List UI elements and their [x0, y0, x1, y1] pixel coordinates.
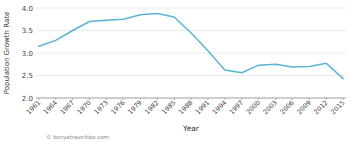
- x-tick-label: 1985: [160, 99, 177, 116]
- x-axis-label: Year: [182, 124, 200, 133]
- x-tick: [72, 98, 73, 100]
- x-tick: [224, 98, 225, 100]
- x-tick: [207, 98, 208, 100]
- y-tick-label: 4.0: [22, 5, 33, 13]
- x-tick-label: 1991: [194, 99, 211, 116]
- x-tick-label: 1964: [42, 99, 59, 116]
- x-tick-label: 2012: [312, 99, 329, 116]
- x-tick: [123, 98, 124, 100]
- data-line: [39, 13, 343, 78]
- grid-line: [36, 53, 346, 54]
- x-tick-label: 1976: [109, 99, 126, 116]
- x-tick-label: 2003: [262, 99, 279, 116]
- x-tick-label: 1970: [76, 99, 93, 116]
- x-tick-label: 1973: [93, 99, 110, 116]
- y-tick-label: 3.0: [22, 50, 33, 58]
- x-tick-label: 1967: [59, 99, 76, 116]
- x-tick: [258, 98, 259, 100]
- chart: 2.02.53.03.54.01961196419671970197319761…: [0, 0, 354, 142]
- x-tick-label: 1961: [25, 99, 42, 116]
- x-tick: [106, 98, 107, 100]
- grid-line: [36, 30, 346, 31]
- x-tick: [140, 98, 141, 100]
- y-tick-label: 2.5: [22, 72, 33, 80]
- x-tick-label: 1982: [143, 99, 160, 116]
- x-tick-label: 1979: [126, 99, 143, 116]
- x-tick-label: 1994: [211, 99, 228, 116]
- watermark: © kenyatraveltips.com: [46, 134, 109, 141]
- x-tick: [292, 98, 293, 100]
- x-tick-label: 2009: [295, 99, 312, 116]
- y-tick-label: 3.5: [22, 27, 33, 35]
- x-tick-label: 2000: [245, 99, 262, 116]
- x-tick: [191, 98, 192, 100]
- x-tick: [89, 98, 90, 100]
- x-tick: [157, 98, 158, 100]
- x-tick-label: 1997: [228, 99, 245, 116]
- grid-line: [36, 75, 346, 76]
- x-tick: [326, 98, 327, 100]
- x-tick: [38, 98, 39, 100]
- x-tick-label: 2006: [279, 99, 296, 116]
- x-tick: [174, 98, 175, 100]
- y-axis-label: Population Growth Rate: [3, 12, 11, 95]
- x-tick: [55, 98, 56, 100]
- x-tick: [343, 98, 344, 100]
- grid-line: [36, 8, 346, 9]
- y-tick-label: 2.0: [22, 95, 33, 103]
- y-grid: [36, 8, 346, 98]
- x-tick-label: 1988: [177, 99, 194, 116]
- plot-area: [39, 13, 343, 78]
- x-tick: [275, 98, 276, 100]
- x-tick: [241, 98, 242, 100]
- x-tick-label: 2015: [329, 99, 346, 116]
- x-tick: [309, 98, 310, 100]
